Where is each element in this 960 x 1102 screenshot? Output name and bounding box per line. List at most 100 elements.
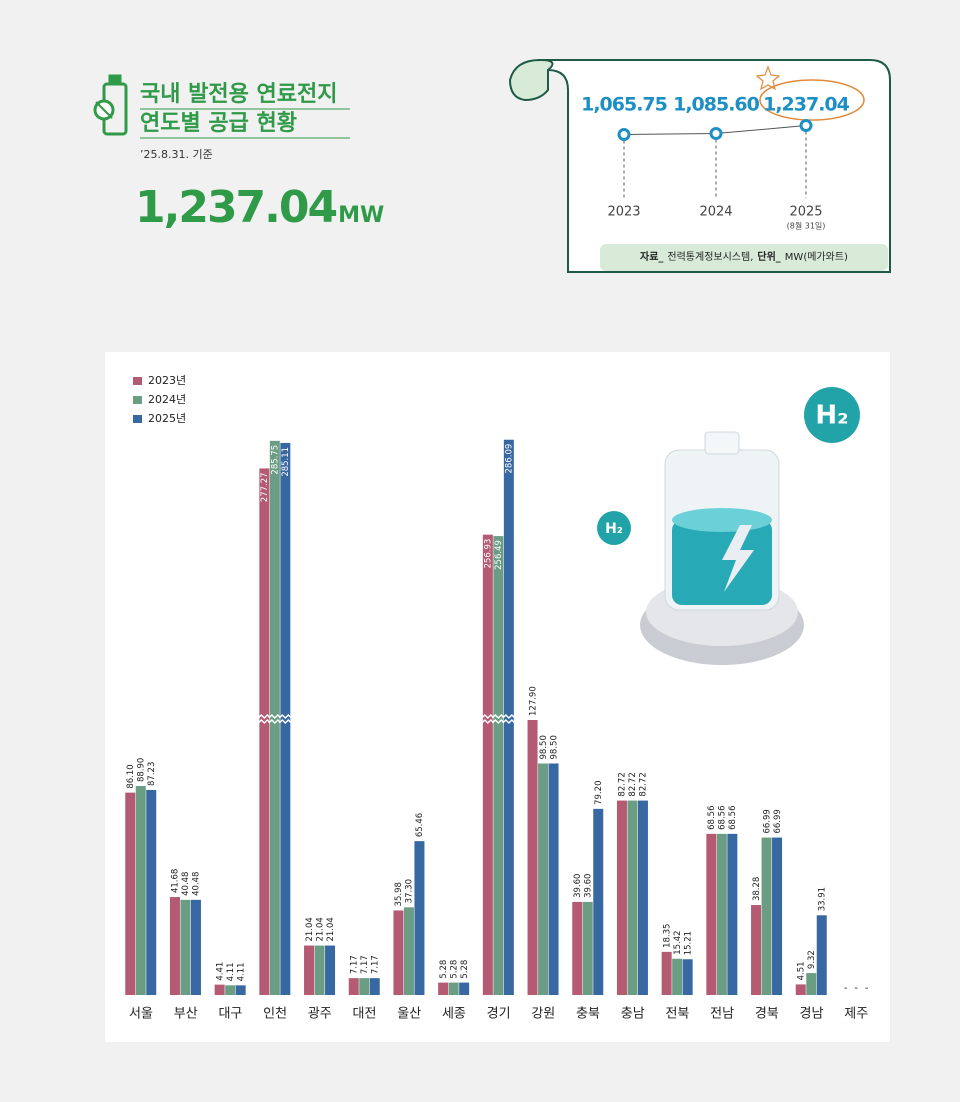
value-label: 18.35 [662, 924, 672, 948]
value-label: 286.09 [505, 444, 515, 474]
value-label: 82.72 [628, 772, 638, 796]
x-tick-label: 대전 [353, 1007, 377, 1022]
header-date: ’25.8.31. 기준 [140, 148, 213, 161]
bar [716, 833, 727, 995]
value-label: 87.23 [147, 762, 157, 786]
point [709, 127, 723, 141]
value-label: 40.48 [181, 872, 191, 896]
bar [627, 800, 638, 995]
axis-break [257, 713, 271, 725]
value-label: 5.28 [460, 960, 470, 979]
bar [214, 984, 225, 995]
x-tick-label: 경남 [800, 1007, 824, 1022]
bar [816, 915, 827, 995]
x-tick-label: 2023 [607, 205, 640, 220]
axis-break [278, 713, 292, 725]
value-label: 127.90 [528, 686, 538, 716]
value-label: 41.68 [171, 869, 181, 893]
bar [348, 978, 359, 995]
bar [414, 841, 425, 995]
bar [235, 985, 246, 995]
bar [727, 833, 738, 995]
x-tick-label: 경기 [487, 1007, 511, 1022]
value-label: 82.72 [618, 772, 628, 796]
axis-break [268, 713, 282, 725]
header-total-unit: MW [338, 203, 384, 228]
value-label: 4.11 [226, 962, 236, 981]
bar [438, 982, 449, 995]
value-label: - [865, 983, 869, 994]
value-label: 285.75 [271, 445, 281, 475]
x-tick-label: 부산 [174, 1007, 198, 1022]
bar [225, 985, 236, 995]
bar [616, 800, 627, 995]
value-label: 1,237.04 [763, 94, 850, 116]
source-unit-label: 단위_ [757, 250, 780, 263]
bar [169, 897, 180, 995]
bar [180, 899, 191, 995]
bar [482, 534, 493, 995]
x-tick-label: 전북 [665, 1007, 689, 1022]
legend-swatch [133, 415, 142, 423]
badge: H₂ [605, 521, 623, 537]
value-label: 37.30 [405, 879, 415, 903]
bar [795, 984, 806, 995]
value-label: 256.93 [484, 539, 494, 569]
value-label: 21.04 [326, 917, 336, 941]
axis-break [481, 713, 495, 725]
bar [761, 837, 772, 995]
value-label: 39.60 [573, 874, 583, 898]
bar [548, 763, 559, 995]
bar [661, 951, 672, 995]
bar [706, 833, 717, 995]
value-label: 15.21 [683, 931, 693, 955]
legend-swatch [133, 377, 142, 385]
value-label: 66.99 [762, 809, 772, 833]
source: 자료_ 전력통계정보시스템, 단위_ MW(메가와트) [640, 250, 848, 263]
bar [572, 901, 583, 995]
value-label: 68.56 [718, 806, 728, 830]
bar [146, 789, 157, 995]
bar [448, 982, 459, 995]
source-label: 자료_ [640, 250, 663, 263]
x-tick-label: 제주 [844, 1007, 868, 1022]
x-tick-label: 경북 [755, 1007, 779, 1022]
value-label: 256.49 [494, 540, 504, 570]
axis-break [502, 713, 516, 725]
value-label: 82.72 [639, 772, 649, 796]
bar [527, 720, 538, 995]
bar [682, 959, 693, 995]
legend-swatch [133, 396, 142, 404]
value-label: 4.11 [236, 962, 246, 981]
bar [190, 899, 201, 995]
legend-label: 2024년 [148, 393, 186, 406]
axis-break [491, 713, 505, 725]
bar [359, 978, 370, 995]
header-title: 국내 발전용 연료전지 [140, 82, 337, 107]
bar [314, 945, 325, 995]
bar [325, 945, 336, 995]
value-label: 277.27 [260, 472, 270, 502]
x-tick-label: 2025 [789, 205, 822, 220]
bar [806, 973, 817, 995]
value-label: 7.17 [371, 955, 381, 974]
bar [403, 907, 414, 995]
x-tick-label: 광주 [308, 1007, 332, 1022]
bar [493, 536, 504, 995]
value-label: 79.20 [594, 781, 604, 805]
bar [538, 763, 549, 995]
bar [135, 786, 146, 995]
legend-label: 2023년 [148, 374, 186, 387]
source-text: 전력통계정보시스템, [667, 251, 753, 263]
point [799, 119, 813, 133]
value-label: 39.60 [584, 874, 594, 898]
value-label: 7.17 [350, 955, 360, 974]
value-label: 88.90 [137, 758, 147, 782]
value-label: 5.28 [449, 960, 459, 979]
bar [304, 945, 315, 995]
value-label: 21.04 [315, 917, 325, 941]
x-tick-label: 인천 [263, 1007, 287, 1022]
x-tick-label: 대구 [218, 1007, 242, 1022]
value-label: - [844, 983, 848, 994]
